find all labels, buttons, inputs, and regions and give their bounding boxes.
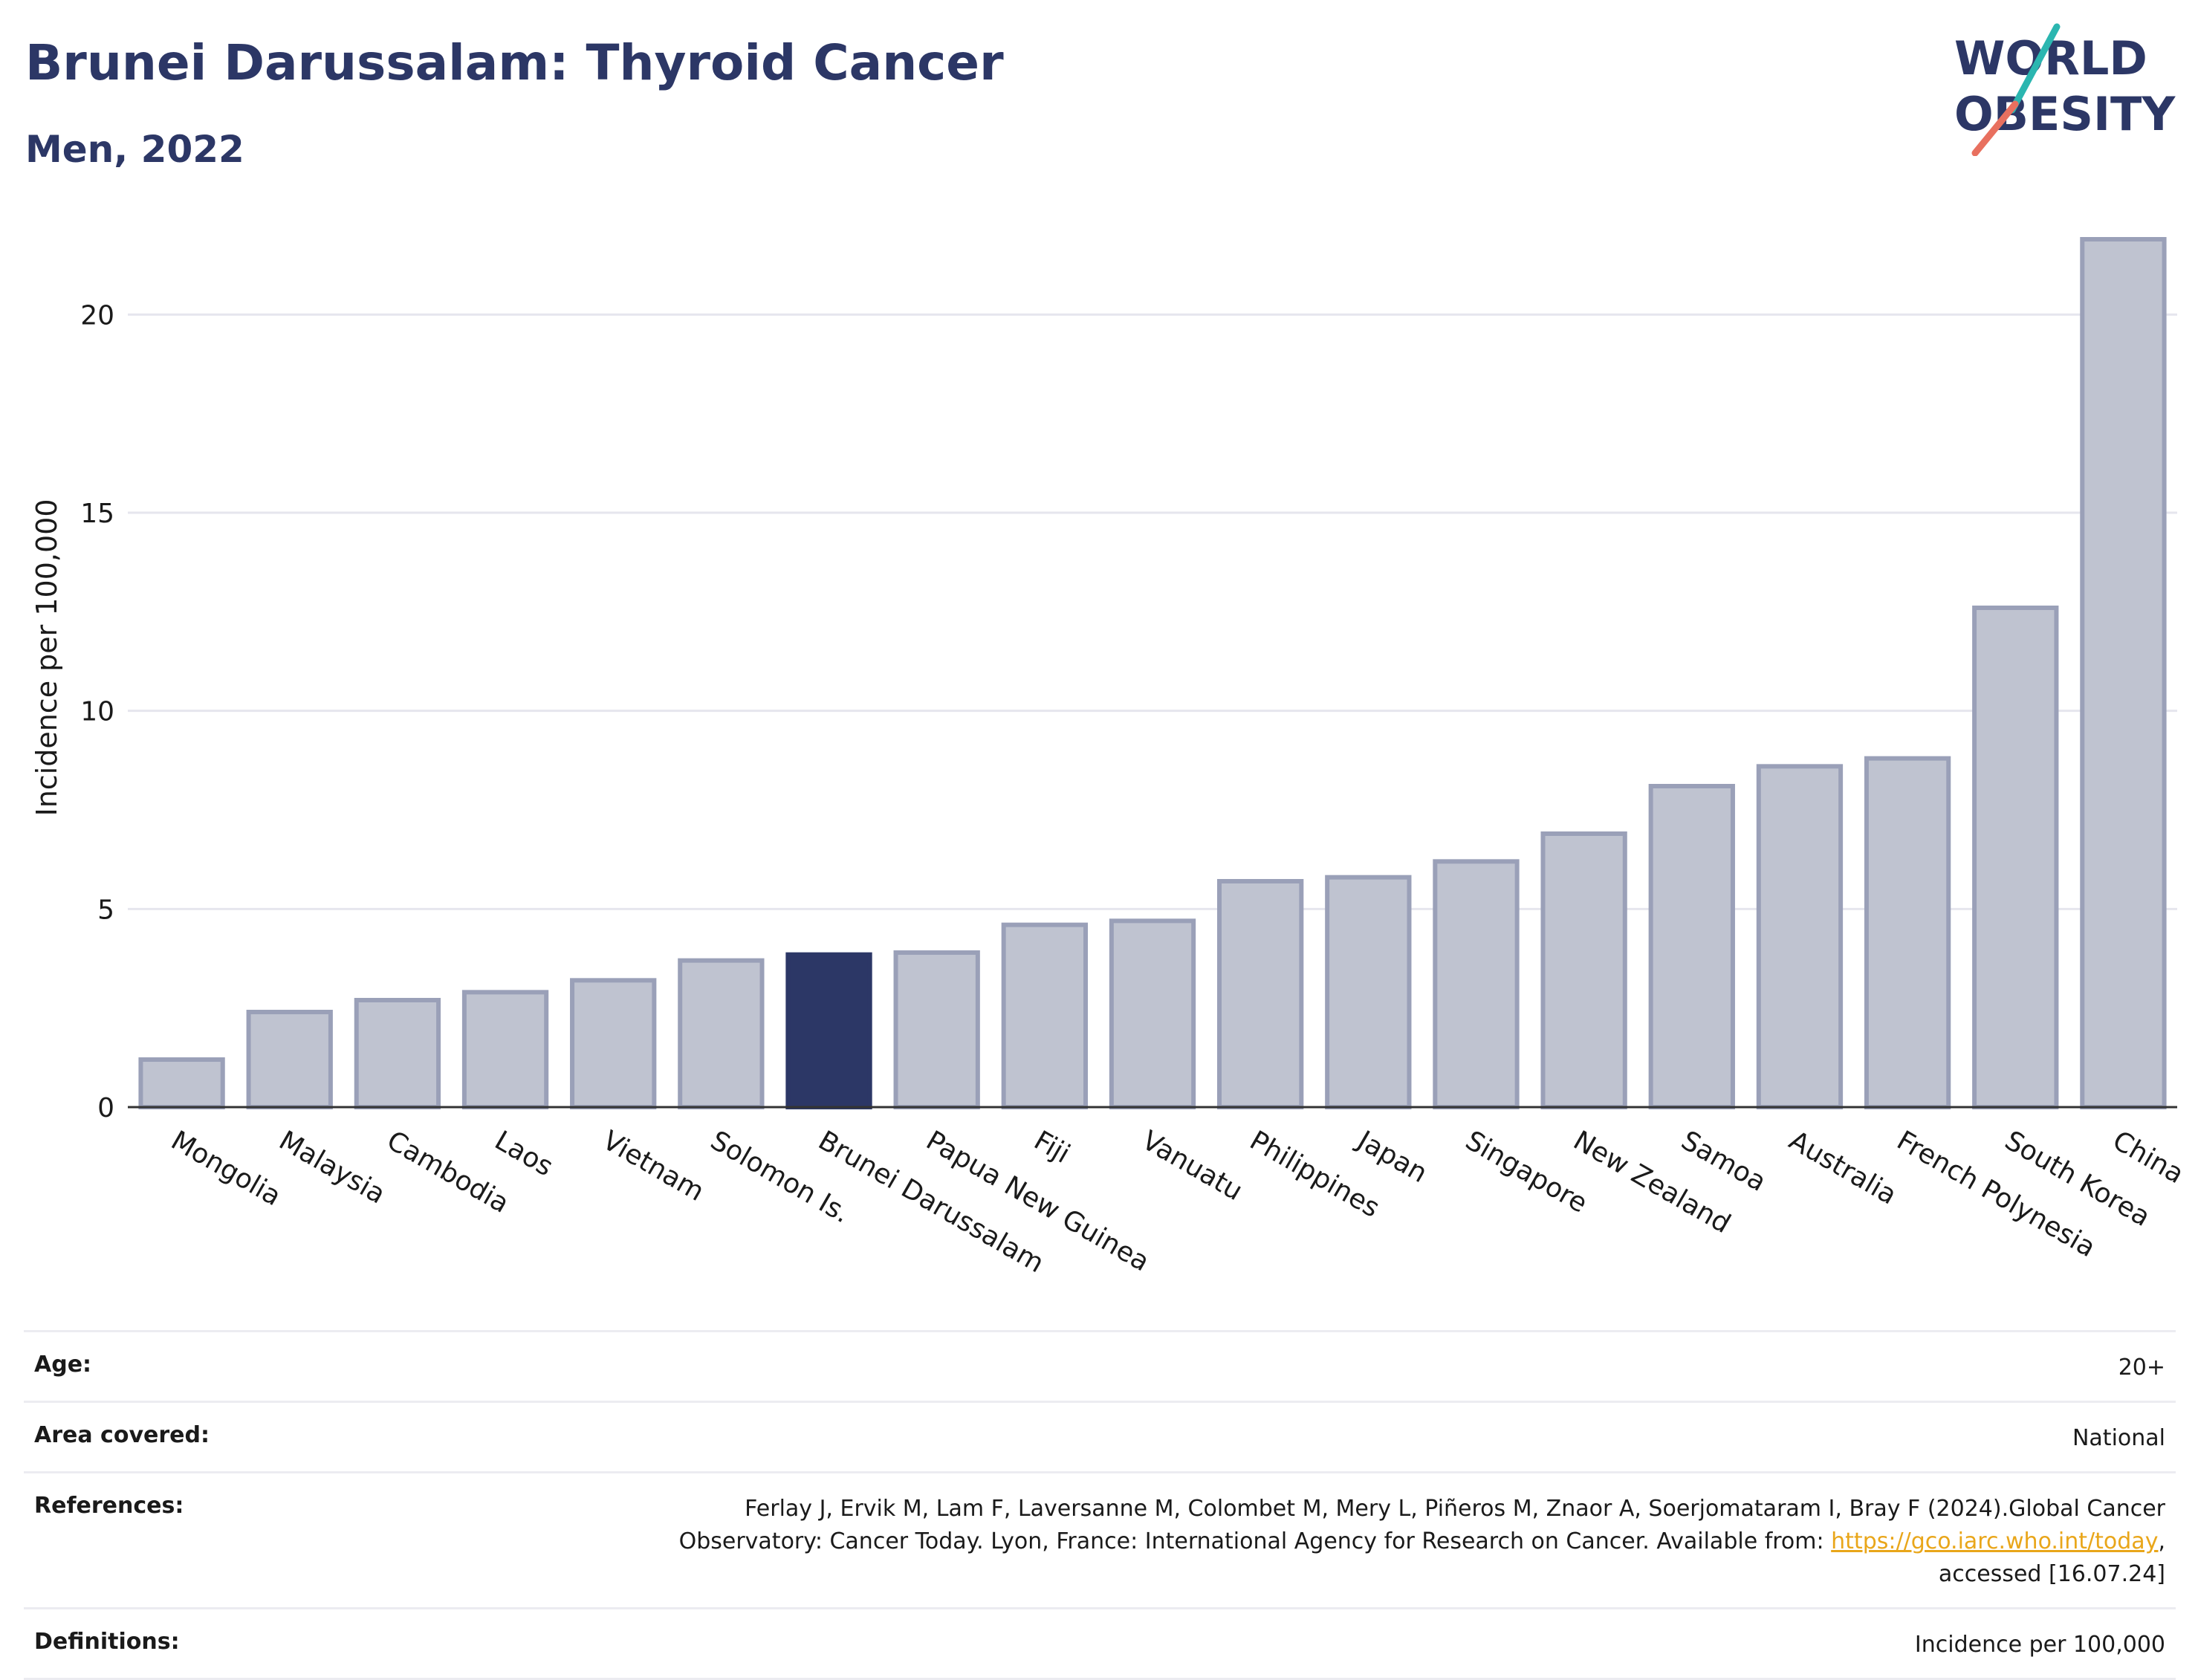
metadata-table: Age: 20+ Area covered: National Referenc… xyxy=(24,1330,2176,1680)
logo-slash-teal xyxy=(2009,23,2061,114)
x-tick-label: French Polynesia xyxy=(1892,1125,2101,1263)
x-tick-label: Vietnam xyxy=(597,1125,709,1207)
meta-row-definitions: Definitions: Incidence per 100,000 xyxy=(24,1607,2176,1680)
bar-laos[interactable] xyxy=(461,990,549,1110)
logo-slash-coral xyxy=(1971,100,2019,156)
meta-row-age: Age: 20+ xyxy=(24,1330,2176,1401)
references-value: Ferlay J, Ervik M, Lam F, Laversanne M, … xyxy=(679,1493,2165,1591)
bar-australia[interactable] xyxy=(1756,764,1844,1110)
bar-malaysia[interactable] xyxy=(246,1010,333,1109)
bar-singapore[interactable] xyxy=(1433,859,1520,1110)
x-tick-label: Vanuatu xyxy=(1137,1125,1248,1207)
world-obesity-logo: WORLD OBESITY xyxy=(1954,23,2176,156)
x-tick-label: Laos xyxy=(490,1125,558,1182)
age-value: 20+ xyxy=(2118,1355,2165,1381)
references-line2-suffix: , xyxy=(2158,1528,2165,1554)
bars-layer xyxy=(138,237,2167,1110)
bar-papua-new-guinea[interactable] xyxy=(893,950,980,1109)
y-tick-label: 5 xyxy=(97,895,114,925)
bar-brunei-darussalam[interactable] xyxy=(785,952,872,1109)
x-tick-label: Singapore xyxy=(1460,1125,1592,1219)
definitions-value: Incidence per 100,000 xyxy=(1914,1632,2165,1658)
y-tick-label: 0 xyxy=(97,1093,114,1123)
references-label: References: xyxy=(34,1493,184,1519)
x-tick-label: China xyxy=(2107,1125,2189,1190)
references-line2-prefix: Observatory: Cancer Today. Lyon, France:… xyxy=(678,1528,1832,1554)
bar-vietnam[interactable] xyxy=(570,978,657,1110)
chart-subtitle: Men, 2022 xyxy=(25,128,244,171)
x-tick-label: Japan xyxy=(1351,1124,1432,1189)
chart-title: Brunei Darussalam: Thyroid Cancer xyxy=(25,34,1004,91)
bar-mongolia[interactable] xyxy=(138,1057,225,1109)
meta-row-references: References: Ferlay J, Ervik M, Lam F, La… xyxy=(24,1471,2176,1607)
bar-japan[interactable] xyxy=(1325,875,1412,1109)
bar-china[interactable] xyxy=(2080,237,2167,1109)
meta-row-area: Area covered: National xyxy=(24,1401,2176,1471)
y-tick-label: 10 xyxy=(80,697,114,727)
x-tick-label: Malaysia xyxy=(273,1125,390,1210)
definitions-label: Definitions: xyxy=(34,1629,180,1655)
references-line3: accessed [16.07.24] xyxy=(1938,1561,2165,1587)
y-axis-label: Incidence per 100,000 xyxy=(30,499,63,816)
bar-philippines[interactable] xyxy=(1216,879,1304,1109)
x-tick-label: Cambodia xyxy=(382,1125,514,1219)
y-tick-label: 20 xyxy=(80,300,114,331)
x-tick-label: Australia xyxy=(1784,1125,1902,1210)
bar-new-zealand[interactable] xyxy=(1540,831,1627,1109)
references-line1: Ferlay J, Ervik M, Lam F, Laversanne M, … xyxy=(745,1496,2165,1522)
area-value: National xyxy=(2072,1425,2165,1451)
x-tick-label: Fiji xyxy=(1029,1125,1075,1170)
bar-french-polynesia[interactable] xyxy=(1864,756,1951,1110)
area-label: Area covered: xyxy=(34,1422,210,1448)
bar-samoa[interactable] xyxy=(1648,784,1735,1109)
bar-vanuatu[interactable] xyxy=(1109,918,1196,1110)
y-tick-label: 15 xyxy=(80,499,114,529)
references-link[interactable]: https://gco.iarc.who.int/today xyxy=(1831,1528,2159,1554)
bar-cambodia[interactable] xyxy=(354,998,441,1109)
age-label: Age: xyxy=(34,1352,92,1378)
bar-south-korea[interactable] xyxy=(1972,606,2059,1109)
bar-solomon-is-[interactable] xyxy=(678,958,765,1109)
bar-fiji[interactable] xyxy=(1001,922,1089,1109)
x-tick-label: Mongolia xyxy=(166,1125,286,1212)
